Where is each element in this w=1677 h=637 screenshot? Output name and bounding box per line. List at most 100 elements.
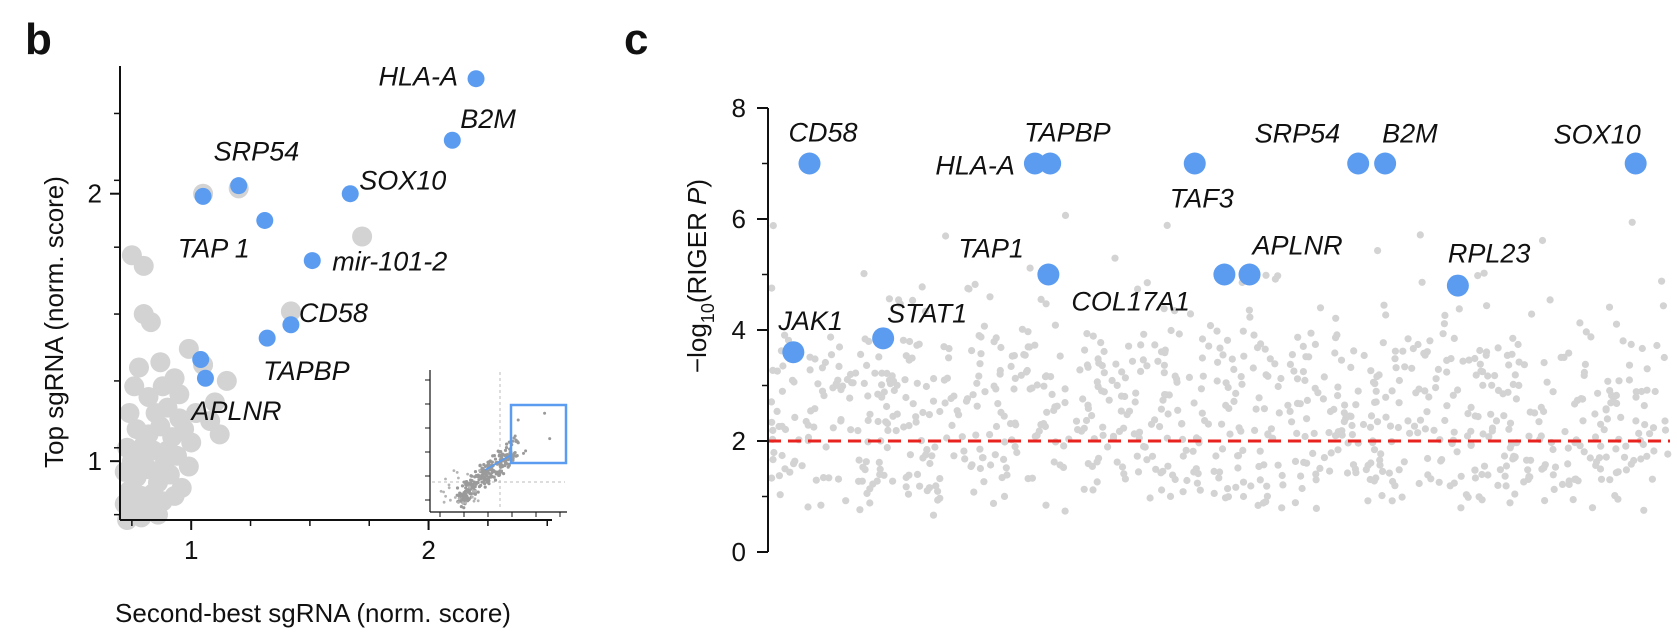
- panel-c-bg-point: [1455, 305, 1463, 313]
- panel-c-bg-point: [1263, 482, 1271, 490]
- panel-c-bg-point: [1627, 340, 1635, 348]
- panel-c-bg-point: [1237, 373, 1245, 381]
- panel-c-bg-point: [929, 511, 938, 519]
- panel-c-bg-point: [1042, 300, 1050, 308]
- panel-c-bg-point: [1325, 429, 1333, 437]
- panel-c-highlight-point: [1037, 263, 1060, 286]
- inset-connector: [484, 454, 512, 471]
- panel-b-bg-point: [178, 456, 199, 477]
- panel-c-bg-point: [1000, 492, 1009, 500]
- panel-c-bg-point: [1056, 461, 1064, 469]
- panel-c-bg-point: [1173, 375, 1181, 383]
- panel-c-bg-point: [1246, 313, 1254, 321]
- panel-b-inset: [425, 370, 568, 517]
- panel-c-bg-point: [1389, 477, 1397, 486]
- panel-c-bg-point: [1334, 446, 1342, 454]
- panel-c-bg-point: [786, 468, 794, 476]
- panel-c-bg-point: [1398, 493, 1406, 501]
- panel-b-x-tick-label: 2: [421, 535, 435, 565]
- panel-c-bg-point: [1506, 419, 1515, 427]
- inset-point: [486, 460, 490, 464]
- panel-c-bg-point: [913, 470, 922, 478]
- panel-c-bg-point: [1284, 401, 1292, 409]
- inset-point: [466, 482, 470, 486]
- inset-point: [500, 455, 504, 459]
- panel-c-bg-point: [1095, 454, 1103, 462]
- panel-c-bg-point: [1483, 348, 1491, 356]
- panel-b-x-axis-title: Second-best sgRNA (norm. score): [115, 598, 511, 628]
- panel-c-bg-point: [991, 451, 999, 459]
- panel-c-bg-point: [1332, 431, 1341, 439]
- inset-point: [515, 454, 519, 458]
- panel-c-bg-point: [1262, 371, 1270, 379]
- panel-c-bg-point: [936, 407, 944, 416]
- panel-c-bg-point: [1564, 444, 1572, 452]
- panel-c-bg-point: [1224, 485, 1232, 493]
- panel-c-bg-point: [1100, 369, 1108, 377]
- panel-c-bg-point: [822, 443, 830, 451]
- panel-c-bg-point: [989, 499, 998, 507]
- panel-c-bg-point: [1484, 372, 1492, 380]
- panel-c-bg-point: [1215, 474, 1223, 482]
- panel-c-bg-point: [1660, 353, 1668, 362]
- panel-c-bg-point: [918, 283, 926, 291]
- panel-c-bg-point: [1143, 279, 1151, 287]
- panel-c-bg-point: [769, 456, 777, 464]
- panel-c-bg-point: [1412, 389, 1420, 397]
- panel-c-bg-point: [1240, 352, 1248, 360]
- panel-c-bg-point: [1167, 326, 1175, 335]
- inset-point: [480, 480, 484, 484]
- panel-c-bg-point: [1416, 231, 1424, 239]
- panel-c-bg-point: [1312, 476, 1320, 484]
- panel-c-bg-point: [1018, 325, 1026, 333]
- panel-c-bg-point: [1494, 344, 1502, 352]
- panel-c-bg-point: [976, 445, 984, 453]
- panel-c-bg-point: [1484, 471, 1492, 479]
- panel-c-highlight-point: [782, 341, 805, 364]
- panel-c-bg-point: [1592, 461, 1600, 469]
- panel-c-bg-point: [1100, 347, 1108, 356]
- panel-c-bg-point: [858, 477, 866, 485]
- panel-c-bg-point: [1132, 389, 1140, 397]
- panel-c-bg-point: [1581, 360, 1589, 368]
- panel-b-bg-point: [204, 392, 225, 413]
- panel-c-bg-point: [1646, 430, 1654, 438]
- panel-c-bg-point: [1179, 488, 1187, 496]
- panel-c-bg-point: [1449, 391, 1457, 399]
- inset-point: [486, 477, 490, 481]
- panel-c-bg-point: [1166, 492, 1175, 500]
- panel-c-bg-point: [1097, 339, 1105, 347]
- panel-c-bg-point: [1157, 469, 1165, 477]
- panel-c-bg-point: [1035, 427, 1043, 435]
- inset-point: [473, 470, 478, 474]
- panel-b-axes: 1 2 1 2: [88, 66, 552, 565]
- inset-point: [462, 506, 466, 510]
- panel-c-bg-point: [1505, 361, 1513, 369]
- panel-c-bg-point: [906, 451, 915, 459]
- panel-c-bg-point: [884, 426, 892, 434]
- panel-c-bg-point: [1152, 465, 1160, 473]
- panel-c-bg-point: [1290, 367, 1298, 375]
- panel-c-gene-label: STAT1: [887, 298, 967, 328]
- panel-c-bg-point: [1294, 333, 1302, 341]
- panel-c-bg-point: [1199, 372, 1207, 380]
- panel-c-bg-point: [1002, 464, 1010, 472]
- panel-b-y-axis-title: Top sgRNA (norm. score): [39, 176, 69, 468]
- panel-c-bg-point: [1439, 330, 1447, 338]
- inset-point: [463, 491, 467, 496]
- panel-c-bg-point: [1538, 236, 1547, 245]
- panel-c-bg-point: [1569, 496, 1577, 504]
- inset-point: [478, 469, 481, 472]
- inset-point: [473, 485, 477, 489]
- panel-c-bg-point: [1341, 401, 1349, 409]
- panel-c-bg-point: [1093, 478, 1101, 486]
- panel-c-bg-point: [1367, 412, 1376, 420]
- panel-c-bg-point: [1151, 341, 1159, 349]
- panel-c-highlight-point: [1446, 274, 1469, 297]
- panel-b-bg-point: [145, 403, 166, 424]
- panel-c-bg-point: [1571, 400, 1579, 408]
- inset-point: [455, 471, 459, 474]
- panel-b-highlight-point: [256, 211, 274, 229]
- panel-c-bg-point: [1394, 423, 1402, 432]
